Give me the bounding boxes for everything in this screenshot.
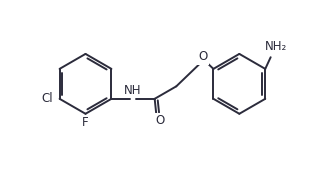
- Text: Cl: Cl: [42, 92, 53, 105]
- Text: NH: NH: [124, 84, 142, 97]
- Text: F: F: [82, 116, 89, 129]
- Text: O: O: [156, 114, 165, 127]
- Text: O: O: [198, 50, 208, 63]
- Text: NH₂: NH₂: [265, 40, 287, 53]
